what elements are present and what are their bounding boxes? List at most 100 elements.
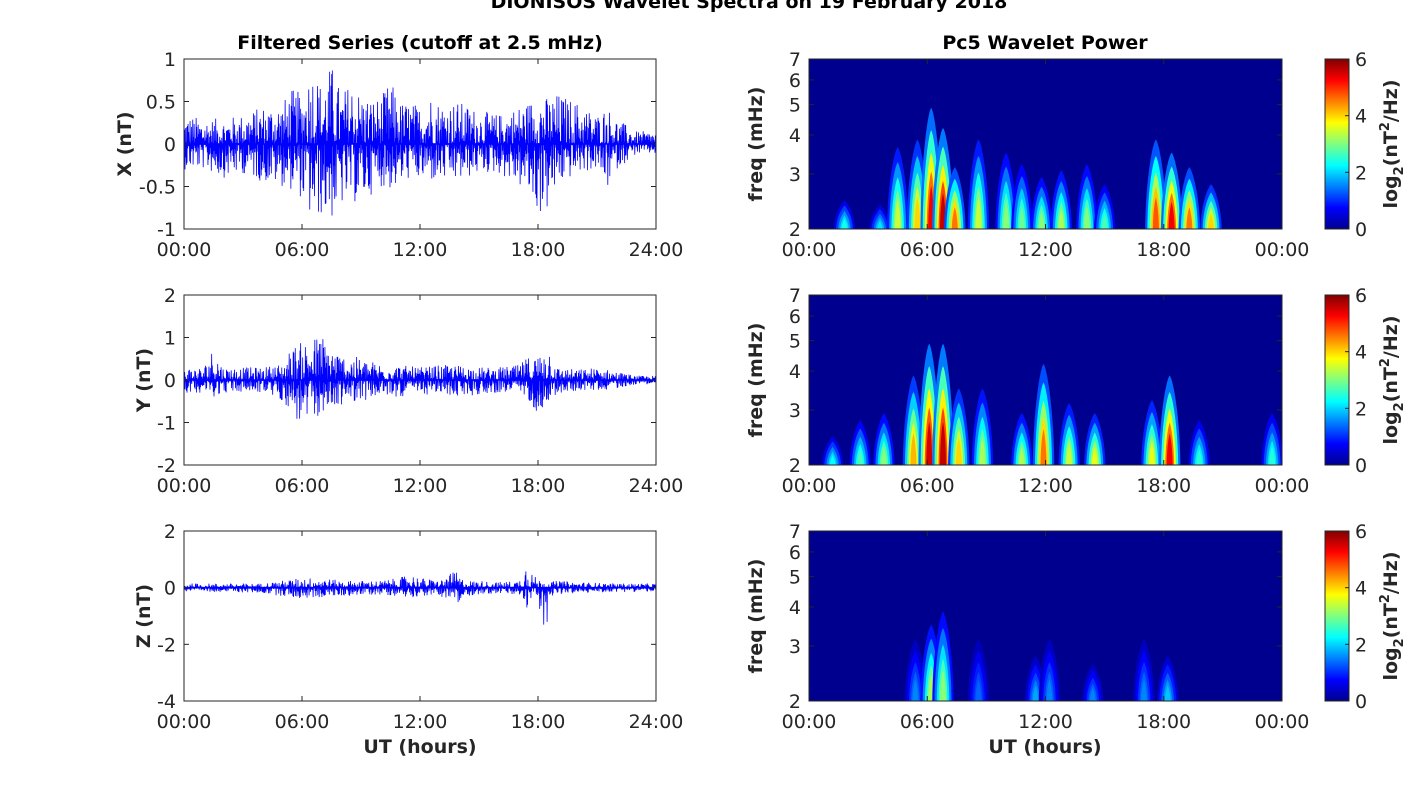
wavelet-y-ytick-label: 4 (789, 361, 801, 383)
wavelet-x-power-plume (1101, 213, 1108, 229)
colorbar-tick-label: 0 (1355, 455, 1367, 477)
wavelet-y-power-plume (1066, 443, 1073, 465)
wavelet-z-xtick-label: 00:00 (1255, 711, 1310, 733)
time-series-z-panel: Z (nT) UT (hours) (133, 530, 657, 758)
wavelet-x-power-plume (894, 200, 901, 229)
time-series-y-ytick-label: -1 (157, 413, 176, 435)
wavelet-y-power-plume (1148, 442, 1155, 465)
wavelet-x-ytick-label: 3 (789, 164, 801, 186)
time-series-x-xtick-label: 06:00 (275, 239, 330, 261)
wavelet-x-power-plume (1186, 207, 1193, 229)
x-ylabel: X (nT) (114, 111, 136, 176)
wavelet-y-power-plume (1091, 446, 1098, 465)
wavelet-z-power-plume (912, 679, 919, 701)
time-series-x-xtick-label: 12:00 (393, 239, 448, 261)
wavelet-z-ylabel: freq (mHz) (745, 559, 767, 674)
time-series-y-signal-line (183, 339, 657, 419)
wavelet-y-panel: freq (mHz) (745, 294, 1283, 466)
wavelet-y-ylabel: freq (mHz) (745, 323, 767, 438)
time-series-x-xtick-label: 24:00 (629, 239, 684, 261)
colorbar-tick-label: 6 (1355, 521, 1367, 543)
y-series-plot (183, 339, 657, 419)
wavelet-y-power-plume (857, 449, 864, 465)
colorbar-tick-label: 2 (1355, 162, 1367, 184)
z-xlabel: UT (hours) (363, 736, 476, 758)
wavelet-z-ytick-label: 4 (789, 597, 801, 619)
colorbar-x-gradient (1324, 58, 1350, 230)
wavelet-x-power-plume (877, 220, 883, 229)
wavelet-z-power-plume (1141, 679, 1148, 701)
wavelet-y-power-plume (1166, 433, 1173, 465)
wavelet-x-ytick-label: 2 (789, 219, 801, 241)
wavelet-y-xtick-label: 18:00 (1136, 475, 1191, 497)
colorbar-tick-label: 4 (1355, 578, 1367, 600)
wavelet-z-xtick-label: 12:00 (1018, 711, 1073, 733)
wavelet-x-power-plume (951, 207, 958, 229)
wavelet-y-xtick-label: 12:00 (1018, 475, 1073, 497)
wavelet-z-xtick-label: 00:00 (782, 711, 837, 733)
time-series-z-ytick-label: -4 (157, 691, 176, 713)
time-series-y-ytick-label: 1 (164, 328, 176, 350)
time-series-x-ytick-label: 0 (164, 134, 176, 156)
z-axes-frame (183, 530, 657, 702)
colorbar-tick-label: 2 (1355, 398, 1367, 420)
colorbar-tick-label: 2 (1355, 634, 1367, 656)
colorbar-tick-label: 0 (1355, 219, 1367, 241)
wavelet-z-ytick-label: 2 (789, 691, 801, 713)
colorbar-y-label: log2(nT2/Hz) (1378, 315, 1407, 444)
wavelet-y-ytick-label: 7 (789, 285, 801, 307)
colorbar-tick-label: 6 (1355, 285, 1367, 307)
wavelet-x-power-plume (1168, 201, 1175, 229)
wavelet-x-xtick-label: 18:00 (1136, 239, 1191, 261)
wavelet-y-ytick-label: 3 (789, 400, 801, 422)
wavelet-x-ytick-label: 4 (789, 125, 801, 147)
wavelet-y-ytick-label: 6 (789, 306, 801, 328)
time-series-x-xtick-label: 00:00 (157, 239, 212, 261)
z-ylabel: Z (nT) (133, 584, 155, 648)
wavelet-panel-title: Pc5 Wavelet Power (942, 32, 1148, 54)
time-series-z-ytick-label: -2 (157, 634, 176, 656)
y-ylabel: Y (nT) (133, 348, 155, 413)
colorbar-z-gradient (1324, 530, 1350, 702)
wavelet-x-power-plume (1058, 208, 1065, 229)
wavelet-z-power-plume (1164, 685, 1171, 701)
wavelet-z-power-plume (1032, 685, 1039, 701)
time-series-z-xtick-label: 12:00 (393, 711, 448, 733)
wavelet-y-power-plume (979, 437, 986, 465)
wavelet-z-xtick-label: 06:00 (900, 711, 955, 733)
time-series-y-xtick-label: 06:00 (275, 475, 330, 497)
wavelet-z-ytick-label: 3 (789, 636, 801, 658)
time-series-y-xtick-label: 12:00 (393, 475, 448, 497)
wavelet-x-power-plume (914, 197, 921, 229)
wavelet-z-ytick-label: 7 (789, 521, 801, 543)
wavelet-x-power-plume (1038, 210, 1045, 229)
wavelet-z-power-plume (940, 669, 947, 701)
wavelet-y-power-plume (910, 433, 917, 465)
time-series-y-xtick-label: 24:00 (629, 475, 684, 497)
wavelet-x-heatmap (833, 107, 1222, 229)
wavelet-y-power-plume (1269, 446, 1276, 465)
wavelet-x-ytick-label: 5 (789, 95, 801, 117)
colorbar-tick-label: 4 (1355, 106, 1367, 128)
time-series-y-panel: Y (nT) (133, 294, 657, 466)
time-series-z-signal-line (183, 571, 657, 625)
time-series-y-ytick-label: -2 (157, 455, 176, 477)
x-series-plot (183, 70, 657, 216)
time-series-z-ytick-label: 2 (164, 521, 176, 543)
wavelet-y-power-plume (955, 437, 962, 465)
wavelet-x-ytick-label: 6 (789, 70, 801, 92)
wavelet-x-power-plume (1003, 201, 1010, 229)
time-series-y-ytick-label: 0 (164, 370, 176, 392)
colorbar-y: log2(nT2/Hz) 0 2 4 6 (1324, 285, 1407, 477)
time-series-x-panel: X (nT) (114, 58, 657, 230)
wavelet-z-panel: freq (mHz) UT (hours) (745, 530, 1283, 758)
wavelet-x-xtick-label: 06:00 (900, 239, 955, 261)
wavelet-z-power-plume (1046, 679, 1053, 701)
time-series-y-ytick-label: 2 (164, 285, 176, 307)
wavelet-z-xlabel: UT (hours) (988, 736, 1101, 758)
wavelet-y-ytick-label: 2 (789, 455, 801, 477)
wavelet-x-xtick-label: 00:00 (1255, 239, 1310, 261)
colorbar-x-label: log2(nT2/Hz) (1378, 79, 1407, 208)
wavelet-z-ytick-label: 6 (789, 542, 801, 564)
wavelet-y-power-plume (926, 422, 933, 465)
